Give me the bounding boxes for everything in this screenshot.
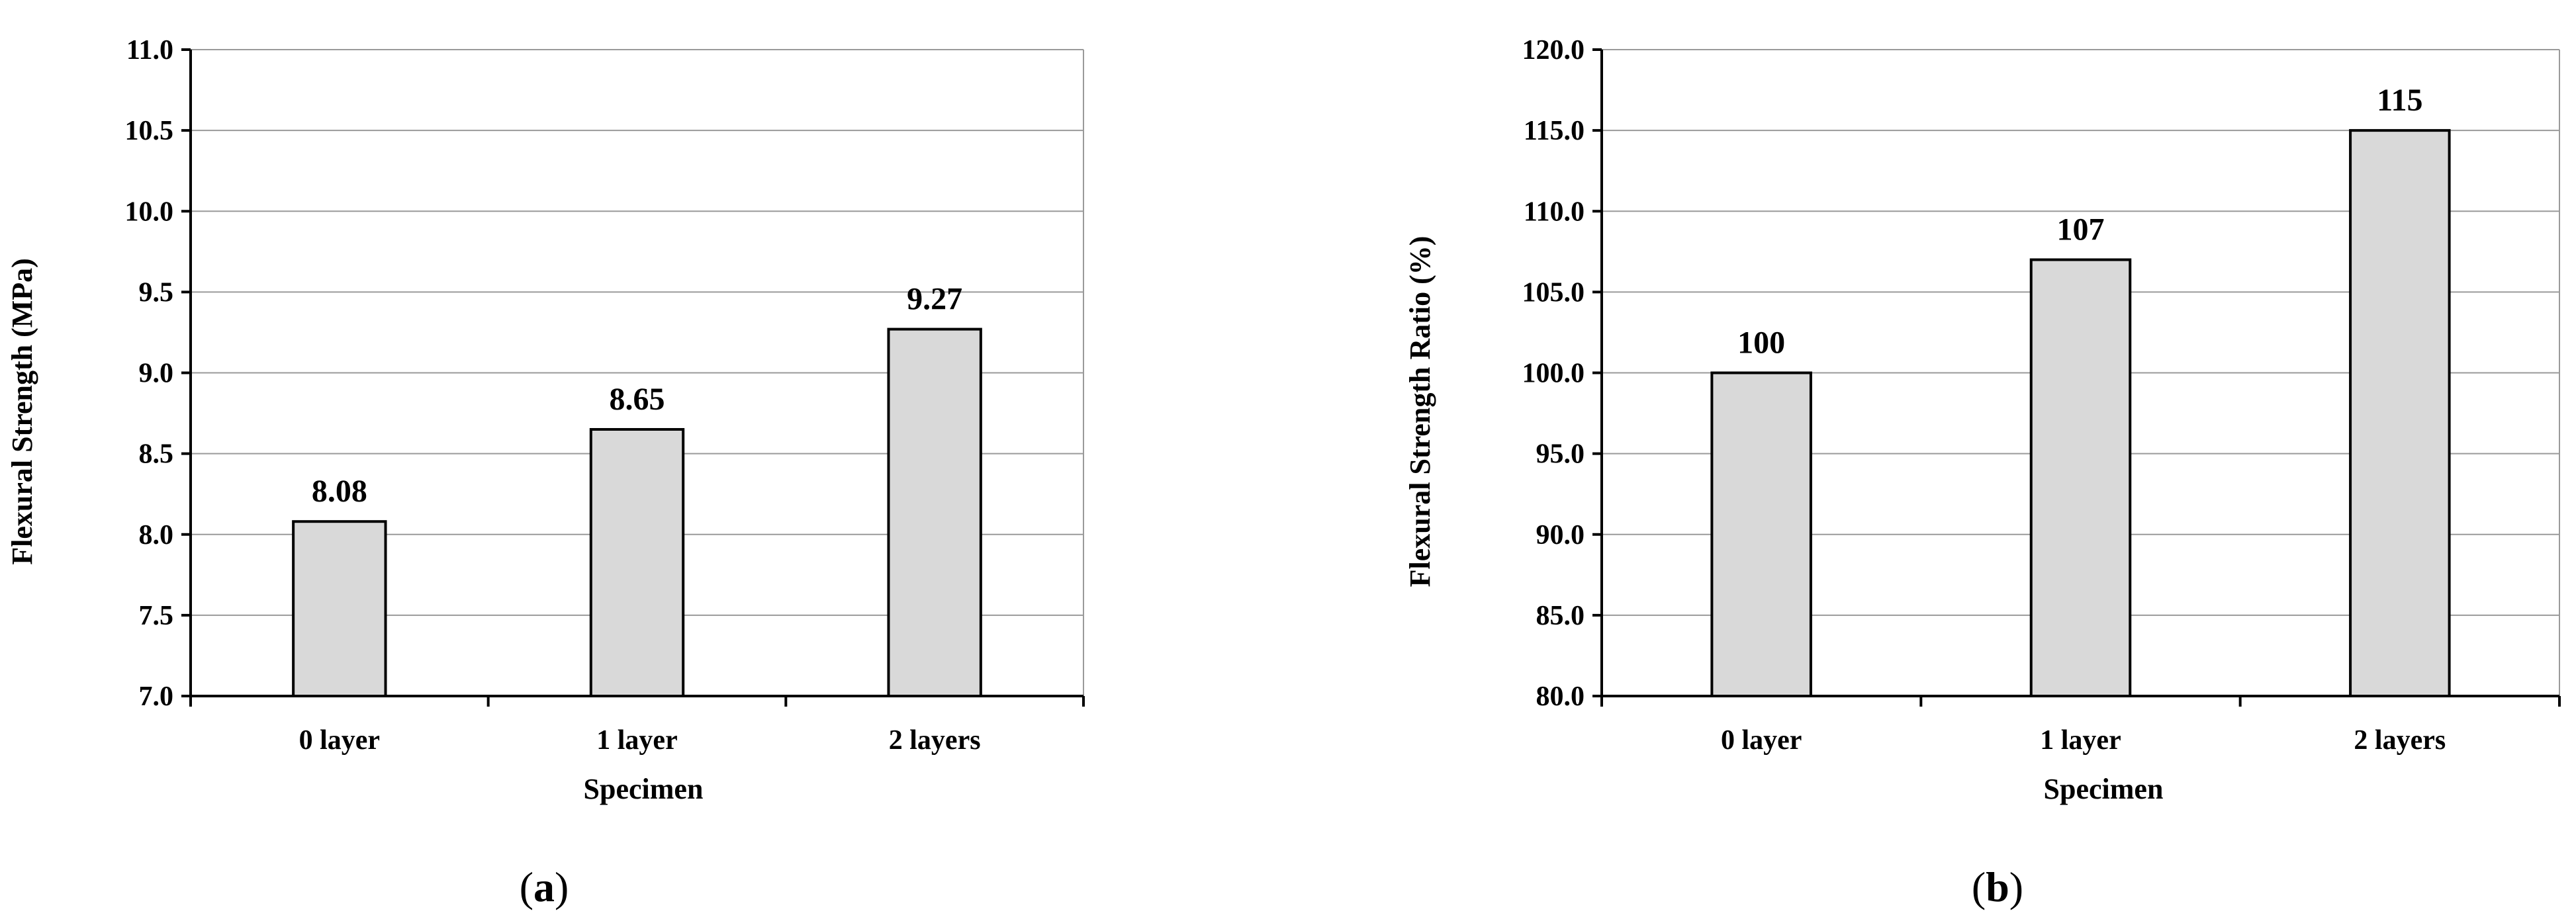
y-tick-label: 9.0 bbox=[139, 359, 174, 389]
x-tick-label: 0 layer bbox=[299, 725, 380, 756]
data-label: 115 bbox=[2377, 83, 2422, 118]
y-tick-label: 8.5 bbox=[139, 439, 174, 470]
x-axis-title: Specimen bbox=[584, 773, 704, 805]
bars bbox=[1710, 129, 2451, 697]
y-tick-label: 10.0 bbox=[125, 197, 174, 227]
data-label: 9.27 bbox=[907, 282, 962, 317]
bars bbox=[292, 328, 982, 698]
chart-panel-b: 80.0 85.0 90.0 95.0 100.0 105.0 110.0 115.0 120.… bbox=[1404, 35, 2561, 910]
y-tick-label: 85.0 bbox=[1536, 601, 1585, 631]
data-label: 8.08 bbox=[312, 474, 367, 509]
y-tick-label: 80.0 bbox=[1536, 681, 1585, 712]
y-tick-label: 7.5 bbox=[139, 601, 174, 631]
y-tick-label: 10.5 bbox=[125, 116, 174, 146]
x-axis-title: Specimen bbox=[2044, 773, 2164, 805]
bar-0-layer bbox=[1710, 371, 1812, 697]
x-tick-label: 1 layer bbox=[2040, 725, 2121, 756]
y-tick-label: 9.5 bbox=[139, 277, 174, 308]
y-axis-title: Flexural Strength (MPa) bbox=[6, 258, 38, 565]
bar-0-layer bbox=[292, 520, 387, 698]
data-label: 8.65 bbox=[610, 382, 665, 417]
bar-2-layers bbox=[887, 328, 982, 697]
y-tick-label: 7.0 bbox=[139, 681, 174, 712]
y-tick-label: 95.0 bbox=[1536, 439, 1585, 470]
bar-1-layer bbox=[589, 427, 685, 697]
y-tick-label: 8.0 bbox=[139, 520, 174, 550]
data-label: 100 bbox=[1737, 326, 1785, 361]
y-tick-label: 110.0 bbox=[1524, 197, 1585, 227]
figure-caption-b: (b) bbox=[1972, 863, 2023, 910]
chart-panel-a: 7.0 7.5 8.0 8.5 9.0 9.5 10.0 10.5 11.0 0 layer 1 l… bbox=[6, 35, 1085, 910]
y-tick-label: 100.0 bbox=[1522, 359, 1585, 389]
y-tick-label: 90.0 bbox=[1536, 520, 1585, 550]
y-tick-label: 115.0 bbox=[1524, 116, 1585, 146]
x-tick-label: 2 layers bbox=[889, 725, 981, 756]
y-axis-title: Flexural Strength Ratio (%) bbox=[1404, 236, 1436, 588]
data-labels: 8.08 8.65 9.27 bbox=[312, 282, 962, 509]
y-tick-label: 105.0 bbox=[1522, 277, 1585, 308]
bar-1-layer bbox=[2029, 258, 2132, 697]
axes: 80.0 85.0 90.0 95.0 100.0 105.0 110.0 115.0 120.… bbox=[1522, 35, 2561, 756]
x-tick-label: 1 layer bbox=[596, 725, 677, 756]
bar-2-layers bbox=[2349, 129, 2451, 697]
axes: 7.0 7.5 8.0 8.5 9.0 9.5 10.0 10.5 11.0 0 layer 1 l… bbox=[125, 35, 1085, 756]
figure-caption-a: (a) bbox=[520, 863, 569, 910]
x-tick-label: 0 layer bbox=[1721, 725, 1802, 756]
y-tick-label: 120.0 bbox=[1522, 35, 1585, 66]
data-labels: 100 107 115 bbox=[1737, 83, 2422, 360]
x-tick-label: 2 layers bbox=[2354, 725, 2446, 756]
y-tick-label: 11.0 bbox=[126, 35, 173, 66]
data-label: 107 bbox=[2057, 212, 2105, 247]
